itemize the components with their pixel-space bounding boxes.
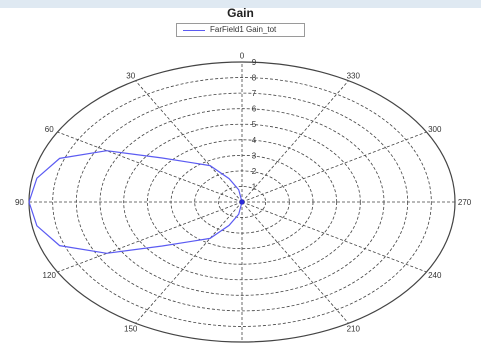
radial-tick-label: 4 [252,136,257,145]
radial-tick-label: 6 [252,105,257,114]
radial-tick-label: 3 [252,151,257,160]
angle-tick-label: 0 [240,52,245,61]
angular-grid-spoke [241,201,427,273]
angle-tick-label: 300 [428,125,442,134]
radial-grid-ring [146,139,338,265]
chart-title: Gain [227,6,254,20]
angle-tick-label: 330 [347,71,361,80]
angular-grid-spoke [241,201,349,324]
angular-grid-spoke [241,80,349,203]
radial-tick-label: 1 [252,182,257,191]
center-marker [239,199,245,205]
angle-tick-label: 240 [428,271,442,280]
angle-tick-label: 210 [347,325,361,334]
angle-tick-label: 60 [45,125,54,134]
radial-grid-ring [52,77,432,327]
radial-tick-label: 7 [252,89,257,98]
radial-tick-label: 8 [252,74,257,83]
series-line [28,150,243,254]
angle-tick-label: 270 [458,198,472,207]
angle-tick-label: 90 [15,198,24,207]
radial-tick-label: 2 [252,167,257,176]
angular-grid-spoke [135,201,243,324]
angular-grid-spoke [57,201,243,273]
radial-tick-label: 5 [252,120,257,129]
angle-tick-label: 120 [43,271,57,280]
chart-legend: FarField1 Gain_tot [176,23,305,37]
angular-grid-spoke [241,131,427,203]
angle-tick-label: 30 [126,71,135,80]
legend-entry: FarField1 Gain_tot [210,25,277,34]
angular-grid-spoke [135,80,243,203]
angular-grid-spoke [57,131,243,203]
radial-tick-label: 9 [252,58,257,67]
angle-tick-label: 150 [124,325,138,334]
legend-line-swatch [183,30,205,31]
window-top-strip [0,0,481,8]
